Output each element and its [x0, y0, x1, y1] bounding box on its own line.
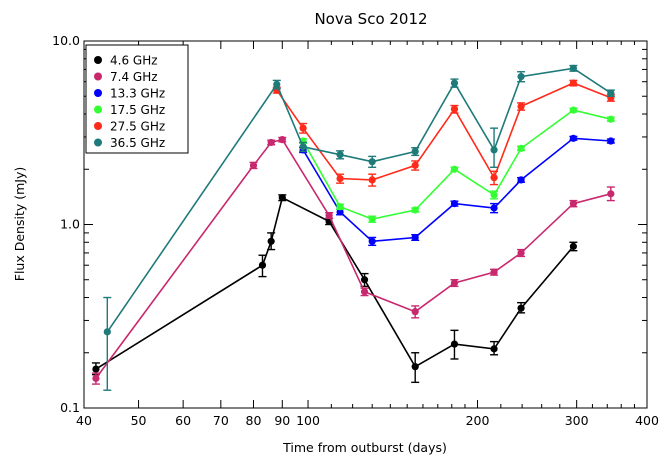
legend-label: 36.5 GHz	[110, 136, 165, 150]
data-point	[267, 138, 275, 147]
data-point	[278, 194, 286, 202]
data-point	[517, 144, 525, 152]
legend-marker	[94, 56, 102, 64]
legend-label: 4.6 GHz	[110, 54, 158, 68]
data-point	[336, 203, 344, 211]
data-point	[569, 199, 577, 208]
data-point	[267, 237, 275, 245]
data-point	[368, 176, 376, 184]
legend-label: 17.5 GHz	[110, 103, 165, 117]
data-point	[278, 136, 286, 144]
legend-label: 13.3 GHz	[110, 87, 165, 101]
data-point	[336, 151, 344, 159]
data-point	[258, 261, 267, 269]
data-point	[569, 79, 577, 87]
data-point	[569, 64, 577, 72]
data-point	[450, 105, 459, 113]
series-line	[95, 138, 612, 379]
data-point	[490, 345, 498, 353]
data-point	[360, 276, 369, 284]
legend-label: 27.5 GHz	[110, 120, 165, 134]
data-point	[411, 308, 419, 316]
data-point	[325, 211, 333, 220]
x-tick-label: 50	[131, 413, 147, 428]
y-tick-label: 10.0	[52, 33, 80, 48]
data-point	[368, 237, 376, 245]
data-point	[411, 161, 419, 169]
legend-marker	[94, 89, 102, 97]
data-point	[336, 174, 344, 183]
data-point	[336, 208, 344, 216]
legend-marker	[94, 72, 102, 81]
data-point	[490, 204, 498, 212]
data-point	[368, 215, 376, 223]
data-point	[92, 374, 100, 382]
data-point	[607, 115, 615, 123]
series-4-6-ghz	[91, 194, 578, 384]
data-point	[569, 242, 577, 250]
series-layer	[91, 64, 615, 391]
data-point	[517, 176, 525, 184]
x-tick-label: 300	[565, 413, 589, 428]
legend-box	[85, 44, 189, 154]
legend-label: 7.4 GHz	[110, 70, 158, 84]
data-point	[569, 106, 577, 114]
series-line	[95, 196, 575, 370]
x-tick-label: 40	[76, 413, 92, 428]
data-point	[450, 279, 459, 287]
x-tick-label: 90	[274, 413, 290, 428]
y-tick-label: 0.1	[60, 400, 80, 415]
data-point	[273, 80, 281, 89]
data-point	[517, 249, 525, 257]
axes: 40 50 60 70 80 90 100 200 300 400 0.1 1.0 10.0	[52, 33, 659, 428]
data-point	[517, 304, 525, 312]
data-point	[299, 124, 307, 132]
data-point	[411, 233, 419, 242]
data-point	[607, 137, 615, 145]
series-27-5-ghz	[272, 79, 615, 187]
series-36-5-ghz	[103, 64, 615, 391]
data-point	[607, 89, 615, 97]
data-point	[517, 72, 525, 81]
legend-marker	[94, 122, 102, 130]
x-tick-label: 60	[175, 413, 191, 428]
data-point	[517, 102, 525, 111]
data-point	[569, 134, 577, 142]
x-tick-label: 400	[635, 413, 659, 428]
x-axis-label: Time from outburst (days)	[282, 440, 447, 455]
data-point	[411, 363, 419, 371]
data-point	[490, 174, 498, 182]
data-point	[450, 79, 459, 87]
x-tick-label: 200	[466, 413, 490, 428]
data-point	[92, 365, 100, 373]
data-point	[450, 199, 459, 208]
data-point	[368, 158, 376, 166]
legend-marker	[94, 138, 102, 147]
data-point	[103, 328, 111, 336]
data-point	[249, 161, 258, 169]
x-tick-label: 70	[213, 413, 229, 428]
data-point	[490, 146, 498, 154]
legend-marker	[94, 105, 102, 114]
y-tick-label: 1.0	[60, 217, 80, 232]
legend: 4.6 GHz 7.4 GHz 13.3 GHz 17.5 GHz 27.5 GHz 36…	[85, 44, 189, 154]
data-point	[450, 340, 459, 348]
chart-title: Nova Sco 2012	[314, 10, 427, 28]
x-tick-label: 100	[296, 413, 320, 428]
data-point	[450, 165, 459, 173]
data-point	[299, 143, 307, 151]
x-tick-label: 80	[246, 413, 262, 428]
data-point	[411, 206, 419, 214]
data-point	[490, 268, 498, 276]
data-point	[360, 288, 369, 296]
series-7-4-ghz	[91, 136, 615, 385]
series-line	[276, 82, 612, 181]
data-point	[411, 147, 419, 156]
series-line	[302, 137, 611, 243]
series-13-3-ghz	[299, 134, 615, 247]
y-axis-label: Flux Density (mJy)	[12, 167, 27, 281]
data-point	[490, 191, 498, 199]
data-point	[607, 190, 615, 198]
